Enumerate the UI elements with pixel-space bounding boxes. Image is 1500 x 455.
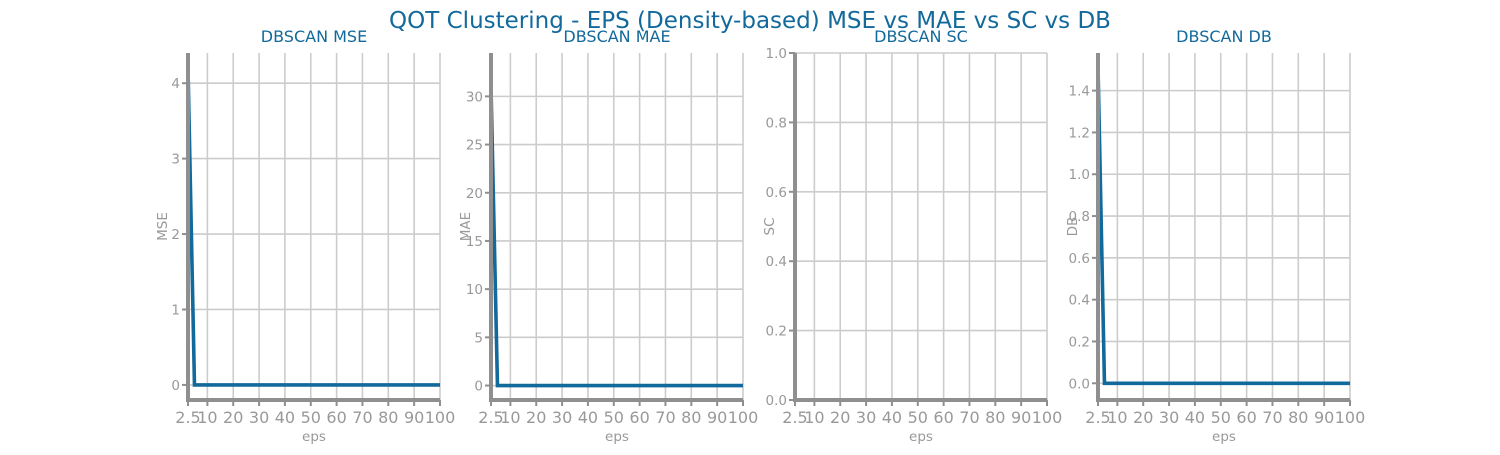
y-tick-label: 1 [171,302,180,318]
x-tick-label: 60 [933,408,953,427]
x-tick-label: 80 [1288,408,1308,427]
y-tick-label: 2 [171,227,180,243]
figure-title: QOT Clustering - EPS (Density-based) MSE… [389,8,1111,34]
subplot-title: DBSCAN MAE [563,27,670,46]
x-tick-label: 30 [856,408,876,427]
subplot-title: DBSCAN MSE [261,27,367,46]
y-axis-label: SC [762,218,778,236]
x-axis-label: eps [302,429,326,445]
x-tick-label: 30 [1159,408,1179,427]
x-tick-label: 40 [882,408,902,427]
data-line [489,86,743,388]
x-axis-label: eps [605,429,629,445]
x-tick-label: 20 [526,408,546,427]
y-axis-label: MSE [155,212,171,241]
x-tick-label: 30 [249,408,269,427]
x-tick-label: 60 [629,408,649,427]
subplot-sc: 0.0 0.2 0.4 0.6 0.8 1.0 2.510 20 30 40 50 60 70 80 90 1… [762,27,1062,445]
y-tick-label: 0.6 [766,185,787,201]
y-tick-label: 1.0 [1069,167,1090,183]
x-tick-label: 70 [1262,408,1282,427]
x-tick-label: 100 [1032,408,1063,427]
x-tick-label: 90 [404,408,424,427]
x-tick-label: 20 [1133,408,1153,427]
y-axis-label: DB [1065,217,1081,237]
y-tick-label: 3 [171,152,180,168]
x-tick-label: 60 [326,408,346,427]
x-tick-label: 100 [425,408,456,427]
x-tick-label: 2.5 [1085,408,1110,427]
x-tick-label: 10 [1107,408,1127,427]
y-tick-label: 10 [466,282,483,298]
y-tick-label: 1.4 [1069,84,1090,100]
y-tick-label: 0.0 [1069,376,1090,392]
y-tick-label: 0.8 [766,115,787,131]
x-tick-label: 100 [728,408,759,427]
y-tick-label: 1.0 [766,46,787,62]
x-tick-label: 10 [804,408,824,427]
y-tick-label: 5 [474,330,483,346]
x-tick-label: 80 [985,408,1005,427]
subplot-title: DBSCAN SC [874,27,968,46]
x-tick-label: 50 [1211,408,1231,427]
y-tick-label: 0.8 [1069,209,1090,225]
x-tick-label: 90 [707,408,727,427]
x-tick-label: 50 [908,408,928,427]
y-tick-label: 0.0 [766,393,787,409]
y-tick-label: 0.2 [1069,334,1090,350]
y-tick-label: 0.4 [1069,293,1090,309]
x-tick-label: 70 [959,408,979,427]
y-tick-label: 0.2 [766,324,787,340]
y-axis-label: MAE [458,212,474,241]
x-tick-label: 30 [552,408,572,427]
x-tick-label: 70 [352,408,372,427]
x-tick-label: 20 [223,408,243,427]
x-tick-label: 40 [578,408,598,427]
y-tick-label: 0 [171,378,180,394]
data-line [1096,65,1350,386]
x-tick-label: 10 [197,408,217,427]
x-axis-label: eps [1212,429,1236,445]
x-tick-label: 10 [500,408,520,427]
x-tick-label: 2.5 [175,408,200,427]
x-tick-label: 60 [1236,408,1256,427]
x-axis-label: eps [909,429,933,445]
subplot-db: 0.0 0.2 0.4 0.6 0.8 1.0 1.2 1.4 2.510 20 30 40 50 60 7… [1065,27,1365,445]
x-tick-label: 40 [275,408,295,427]
x-tick-label: 50 [604,408,624,427]
x-tick-label: 90 [1011,408,1031,427]
y-tick-label: 0.6 [1069,251,1090,267]
y-tick-label: 1.2 [1069,125,1090,141]
y-tick-label: 25 [466,138,483,154]
y-tick-label: 30 [466,89,483,105]
y-tick-label: 0.4 [766,254,787,270]
x-tick-label: 2.5 [478,408,503,427]
y-tick-label: 0 [474,379,483,395]
x-tick-label: 90 [1314,408,1334,427]
x-tick-label: 2.5 [782,408,807,427]
x-tick-label: 40 [1185,408,1205,427]
y-tick-label: 4 [171,76,180,92]
subplot-mse: 0 1 2 3 4 2.510 20 30 40 50 60 70 80 90 100 eps MSE DBSCA… [155,27,455,445]
x-tick-label: 80 [378,408,398,427]
x-tick-label: 70 [655,408,675,427]
y-tick-label: 20 [466,186,483,202]
y-tick-label: 15 [466,234,483,250]
x-tick-label: 80 [681,408,701,427]
subplot-title: DBSCAN DB [1176,27,1272,46]
data-line [186,68,440,387]
x-tick-label: 100 [1335,408,1366,427]
x-tick-label: 20 [830,408,850,427]
x-tick-label: 50 [301,408,321,427]
